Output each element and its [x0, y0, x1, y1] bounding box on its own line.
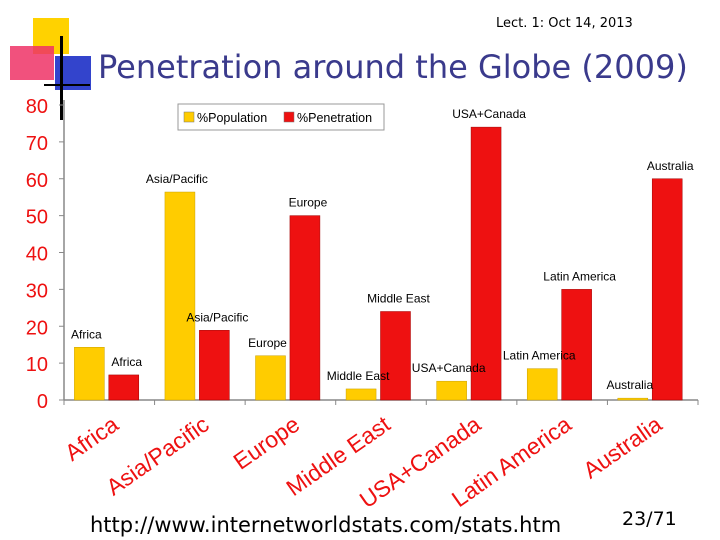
bar-category-label: USA+Canada	[452, 107, 526, 121]
bar-population	[255, 355, 286, 401]
y-tick-label: 30	[26, 280, 48, 302]
bar-population	[74, 347, 105, 401]
y-tick-label: 10	[26, 354, 48, 376]
y-tick-label: 0	[37, 391, 48, 413]
bar-category-label: Africa	[71, 327, 102, 341]
bar-population	[436, 380, 467, 401]
bar-category-label: Asia/Pacific	[146, 172, 208, 186]
bar-category-label: Latin America	[543, 269, 616, 283]
bar-penetration	[470, 126, 502, 401]
x-tick-label: Asia/Pacific	[101, 411, 213, 500]
bar-penetration	[380, 311, 411, 401]
corner-vertical-line	[60, 36, 63, 120]
y-tick-label: 70	[26, 133, 48, 155]
page-number: 23/71	[622, 508, 677, 530]
page-title: Penetration around the Globe (2009)	[98, 48, 688, 86]
bar-penetration	[651, 178, 683, 401]
x-tick-label: Australia	[578, 411, 666, 484]
bar-category-label: Middle East	[367, 292, 430, 306]
bar-category-label: Australia	[647, 159, 694, 173]
bar-category-label: USA+Canada	[412, 361, 486, 375]
bar-penetration	[289, 215, 321, 401]
bar-category-label: Europe	[248, 336, 287, 350]
bar-category-label: Africa	[111, 355, 142, 369]
corner-pink-square	[10, 46, 54, 80]
bar-category-label: Middle East	[327, 369, 390, 383]
bar-category-label: Latin America	[503, 349, 576, 363]
bar-penetration	[561, 289, 592, 401]
bar-population	[345, 388, 377, 401]
legend: %Population %Penetration	[177, 103, 385, 131]
bar-population	[164, 191, 196, 401]
source-url[interactable]: http://www.internetworldstats.com/stats.…	[90, 513, 562, 537]
bars	[74, 126, 683, 401]
bar-population	[617, 397, 649, 401]
bar-penetration	[108, 374, 140, 401]
corner-horizontal-line	[44, 84, 90, 86]
y-tick-label: 40	[26, 244, 48, 266]
bar-category-label: Europe	[289, 196, 328, 210]
bar-penetration	[199, 330, 230, 401]
legend-box	[177, 103, 385, 131]
y-tick-label: 80	[26, 96, 48, 118]
header-note: Lect. 1: Oct 14, 2013	[496, 16, 633, 31]
legend-entry-label: %Population	[197, 111, 267, 125]
x-tick-label: Africa	[60, 411, 123, 466]
legend-entry-label: %Penetration	[297, 111, 372, 125]
bar-labels: AfricaAfricaAsia/PacificAsia/PacificEuro…	[71, 107, 694, 392]
bar-population	[526, 368, 558, 401]
y-tick-label: 20	[26, 317, 48, 339]
y-axis: 0 10 20 30 40 50 60 70 80	[26, 96, 698, 413]
legend-swatch	[183, 111, 195, 123]
bar-category-label: Australia	[606, 378, 653, 392]
legend-swatch	[283, 111, 295, 123]
y-tick-label: 50	[26, 207, 48, 229]
bar-category-label: Asia/Pacific	[186, 310, 248, 324]
x-tick-label: Europe	[228, 411, 304, 475]
y-tick-label: 60	[26, 170, 48, 192]
